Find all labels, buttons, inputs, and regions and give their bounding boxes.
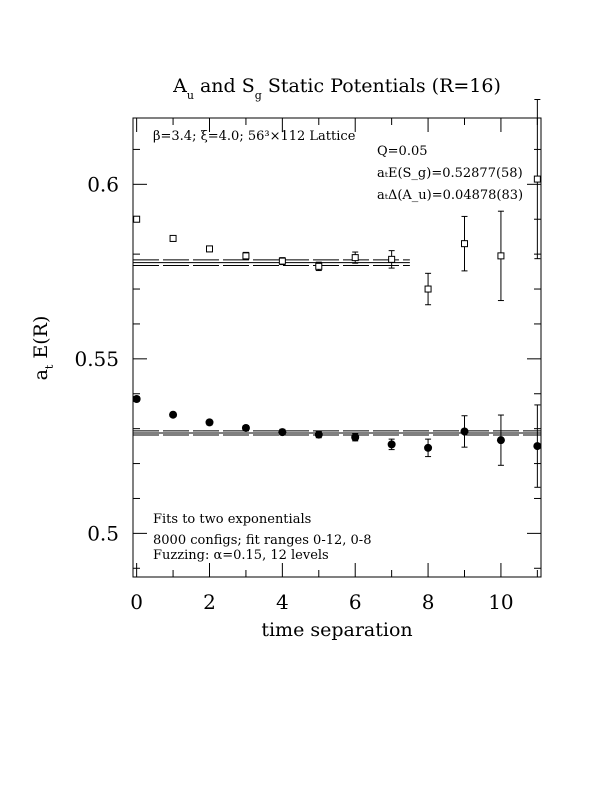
data-point-circle — [241, 423, 250, 432]
data-point-square — [497, 252, 505, 260]
chart-title: Au and Sg Static Potentials (R=16) — [172, 75, 501, 102]
data-point-square — [315, 262, 323, 270]
x-tick-label: 2 — [203, 590, 216, 614]
y-tick-label: 0.55 — [74, 347, 119, 371]
annotation-lattice: β=3.4; ξ=4.0; 56³×112 Lattice — [153, 129, 356, 144]
data-point-square — [278, 257, 286, 265]
annotation-q: Q=0.05 — [377, 144, 428, 159]
data-point-square — [461, 240, 468, 248]
data-point-circle — [496, 436, 505, 445]
data-point-circle — [132, 394, 141, 403]
x-axis-label: time separation — [261, 619, 412, 641]
svg-text:at E(R): at E(R) — [30, 316, 56, 381]
data-point-circle — [533, 442, 542, 451]
data-point-circle — [424, 443, 433, 452]
data-point-square — [242, 252, 250, 260]
data-point-square — [533, 175, 541, 183]
data-point-square — [133, 215, 141, 223]
fit-bands — [133, 259, 541, 436]
plot-frame — [132, 117, 542, 578]
y-tick-label: 0.6 — [87, 172, 119, 196]
data-point-circle — [351, 433, 360, 442]
x-tick-label: 6 — [349, 590, 362, 614]
data-point-square — [388, 255, 396, 263]
data-points — [132, 99, 542, 488]
y-axis-label: at E(R) — [30, 316, 56, 381]
annotation-energy-sg: aₜE(S_g)=0.52877(58) — [377, 166, 523, 181]
data-point-circle — [460, 427, 469, 436]
annotation-configs: 8000 configs; fit ranges 0-12, 0-8 — [153, 533, 371, 548]
y-tick-label: 0.5 — [87, 521, 119, 545]
annotation-delta-au: aₜΔ(A_u)=0.04878(83) — [377, 188, 523, 203]
x-tick-label: 4 — [276, 590, 289, 614]
data-point-square — [351, 254, 359, 262]
x-tick-label: 0 — [130, 590, 143, 614]
annotation-fits: Fits to two exponentials — [153, 512, 311, 527]
data-point-circle — [387, 440, 396, 449]
x-tick-label: 8 — [422, 590, 435, 614]
data-point-square — [424, 285, 432, 293]
data-point-square — [206, 245, 213, 253]
x-tick-label: 10 — [488, 590, 513, 614]
data-point-square — [169, 234, 177, 242]
data-point-circle — [314, 430, 323, 439]
annotation-fuzzing: Fuzzing: α=0.15, 12 levels — [153, 548, 329, 563]
data-point-circle — [205, 418, 214, 427]
axis-ticks — [133, 118, 541, 577]
data-point-circle — [169, 410, 178, 419]
data-point-circle — [278, 428, 287, 437]
tick-labels: 0 2 4 6 8 10 0.5 0.55 0.6 — [74, 172, 513, 614]
